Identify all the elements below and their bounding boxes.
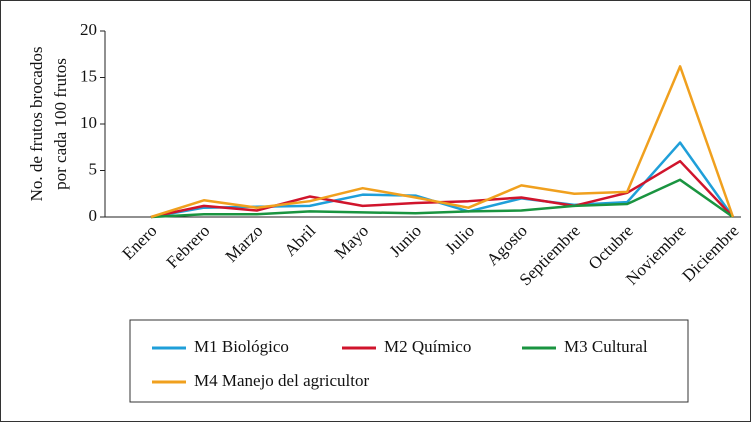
x-tick-label: Mayo <box>331 221 372 262</box>
x-tick-label: Enero <box>118 221 160 263</box>
y-axis-label: por cada 100 frutos <box>51 58 70 190</box>
legend-label: M2 Químico <box>384 337 471 356</box>
legend-label: M1 Biológico <box>194 337 289 356</box>
x-tick-label: Octubre <box>585 221 637 273</box>
x-tick-label: Marzo <box>222 221 267 266</box>
series-line <box>150 178 734 219</box>
y-axis-label: No. de frutos brocados <box>27 47 46 202</box>
y-tick-label: 15 <box>80 66 97 85</box>
series-line <box>150 65 735 219</box>
x-tick-label: Julio <box>441 221 478 258</box>
legend-box <box>129 319 689 403</box>
x-tick-label: Diciembre <box>678 221 742 285</box>
legend-label: M3 Cultural <box>564 337 648 356</box>
y-tick-label: 0 <box>89 206 98 225</box>
x-tick-label: Febrero <box>163 221 214 272</box>
y-tick-label: 10 <box>80 113 97 132</box>
legend-label: M4 Manejo del agricultor <box>194 371 369 390</box>
y-tick-label: 5 <box>89 159 98 178</box>
x-tick-label: Junio <box>386 221 425 260</box>
x-tick-label: Abril <box>281 221 320 260</box>
y-tick-label: 20 <box>80 20 97 39</box>
x-tick-label: Agosto <box>483 221 531 269</box>
series-line <box>150 159 734 219</box>
